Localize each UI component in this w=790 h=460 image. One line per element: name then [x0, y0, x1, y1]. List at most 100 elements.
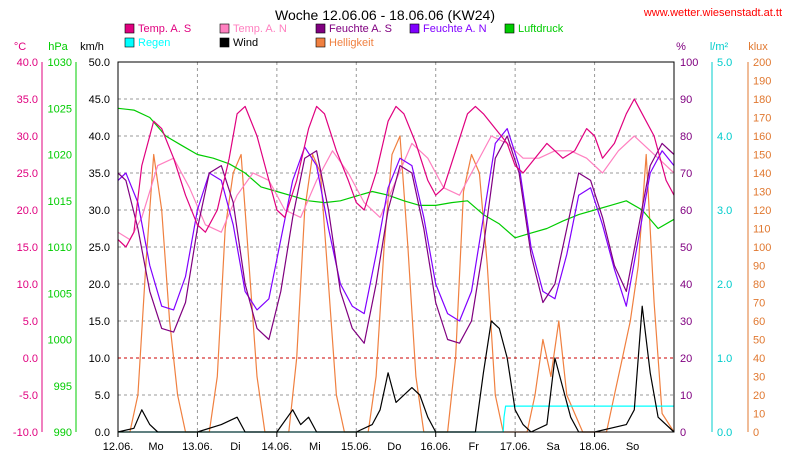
source-link[interactable]: www.wetter.wiesenstadt.at.tt — [643, 7, 782, 19]
humidity-tick-label: 100 — [680, 57, 698, 69]
x-tick-label: 17.06. — [500, 441, 531, 453]
pressure-tick-label: 1025 — [48, 103, 72, 115]
series-wind — [117, 305, 675, 433]
light-tick-label: 180 — [753, 94, 771, 106]
temp-tick-label: 5.0 — [23, 316, 38, 328]
temp-tick-label: 25.0 — [17, 168, 38, 180]
light-unit-label: klux — [748, 41, 768, 53]
temp-tick-label: 10.0 — [17, 279, 38, 291]
temp-tick-label: 30.0 — [17, 131, 38, 143]
light-tick-label: 190 — [753, 76, 771, 88]
x-day-label: Di — [230, 441, 240, 453]
humidity-tick-label: 20 — [680, 353, 692, 365]
pressure-tick-label: 990 — [54, 427, 72, 439]
rain-tick-label: 5.0 — [717, 57, 732, 69]
humidity-tick-label: 80 — [680, 131, 692, 143]
light-tick-label: 170 — [753, 113, 771, 125]
legend-swatch — [124, 37, 135, 48]
light-tick-label: 120 — [753, 205, 771, 217]
light-tick-label: 80 — [753, 279, 765, 291]
legend-swatch — [315, 23, 326, 34]
light-tick-label: 100 — [753, 242, 771, 254]
legend-label: Feuchte A. S — [329, 23, 392, 35]
light-tick-label: 140 — [753, 168, 771, 180]
series-luftdruck — [117, 107, 675, 239]
x-tick-label: 18.06. — [579, 441, 610, 453]
humidity-tick-label: 40 — [680, 279, 692, 291]
rain-tick-label: 2.0 — [717, 279, 732, 291]
legend-swatch — [219, 23, 230, 34]
x-tick-label: 13.06. — [182, 441, 213, 453]
temp-tick-label: 20.0 — [17, 205, 38, 217]
legend-label: Regen — [138, 37, 170, 49]
wind-tick-label: 20.0 — [89, 279, 110, 291]
wind-tick-label: 30.0 — [89, 205, 110, 217]
light-tick-label: 50 — [753, 335, 765, 347]
humidity-tick-label: 70 — [680, 168, 692, 180]
humidity-tick-label: 60 — [680, 205, 692, 217]
light-tick-label: 200 — [753, 57, 771, 69]
series-layer — [117, 98, 675, 433]
legend-label: Feuchte A. N — [423, 23, 487, 35]
x-tick-label: 12.06. — [103, 441, 134, 453]
wind-unit-label: km/h — [80, 41, 104, 53]
legend-label: Temp. A. N — [233, 23, 287, 35]
legend-swatch — [219, 37, 230, 48]
light-tick-label: 160 — [753, 131, 771, 143]
rain-unit-label: l/m² — [710, 41, 729, 53]
pressure-tick-label: 1030 — [48, 57, 72, 69]
temp-tick-label: -5.0 — [19, 390, 38, 402]
light-tick-label: 60 — [753, 316, 765, 328]
temp-tick-label: 15.0 — [17, 242, 38, 254]
wind-tick-label: 50.0 — [89, 57, 110, 69]
light-tick-label: 10 — [753, 409, 765, 421]
light-tick-label: 150 — [753, 150, 771, 162]
light-tick-label: 30 — [753, 372, 765, 384]
light-tick-label: 70 — [753, 298, 765, 310]
x-axis-ticks: 12.06. Mo 13.06. Di 14.06. Mi 15.06. Do 16.06. Fr… — [103, 432, 639, 453]
pressure-unit-label: hPa — [48, 41, 68, 53]
pressure-tick-label: 1020 — [48, 150, 72, 162]
temp-tick-label: 0.0 — [23, 353, 38, 365]
x-day-label: Fr — [469, 441, 480, 453]
axis-labels: °C 40.0 35.0 30.0 25.0 20.0 15.0 10.0 5.0 0.0 -5.0… — [13, 41, 771, 439]
humidity-tick-label: 90 — [680, 94, 692, 106]
x-day-label: So — [626, 441, 639, 453]
series-temp-a-s — [117, 98, 675, 248]
x-day-label: Do — [387, 441, 401, 453]
temp-tick-label: 40.0 — [17, 57, 38, 69]
rain-tick-label: 4.0 — [717, 131, 732, 143]
x-tick-label: 14.06. — [262, 441, 293, 453]
pressure-tick-label: 995 — [54, 381, 72, 393]
humidity-unit-label: % — [676, 41, 686, 53]
wind-tick-label: 45.0 — [89, 94, 110, 106]
x-tick-label: 16.06. — [420, 441, 451, 453]
pressure-tick-label: 1000 — [48, 335, 72, 347]
light-tick-label: 130 — [753, 187, 771, 199]
temp-tick-label: -10.0 — [13, 427, 38, 439]
pressure-tick-label: 1010 — [48, 242, 72, 254]
wind-tick-label: 5.0 — [95, 390, 110, 402]
rain-tick-label: 0.0 — [717, 427, 732, 439]
light-tick-label: 40 — [753, 353, 765, 365]
legend-label: Luftdruck — [518, 23, 564, 35]
x-day-label: Mo — [148, 441, 163, 453]
temp-unit-label: °C — [14, 41, 26, 53]
wind-tick-label: 25.0 — [89, 242, 110, 254]
wind-tick-label: 0.0 — [95, 427, 110, 439]
humidity-tick-label: 50 — [680, 242, 692, 254]
x-day-label: Sa — [546, 441, 560, 453]
rain-tick-label: 3.0 — [717, 205, 732, 217]
humidity-tick-label: 0 — [680, 427, 686, 439]
pressure-tick-label: 1005 — [48, 288, 72, 300]
wind-tick-label: 15.0 — [89, 316, 110, 328]
temp-tick-label: 35.0 — [17, 94, 38, 106]
legend-swatch — [315, 37, 326, 48]
humidity-tick-label: 10 — [680, 390, 692, 402]
grid — [118, 62, 674, 432]
legend-swatch — [124, 23, 135, 34]
legend-label: Helligkeit — [329, 37, 374, 49]
light-tick-label: 110 — [753, 224, 771, 236]
legend-swatch — [409, 23, 420, 34]
